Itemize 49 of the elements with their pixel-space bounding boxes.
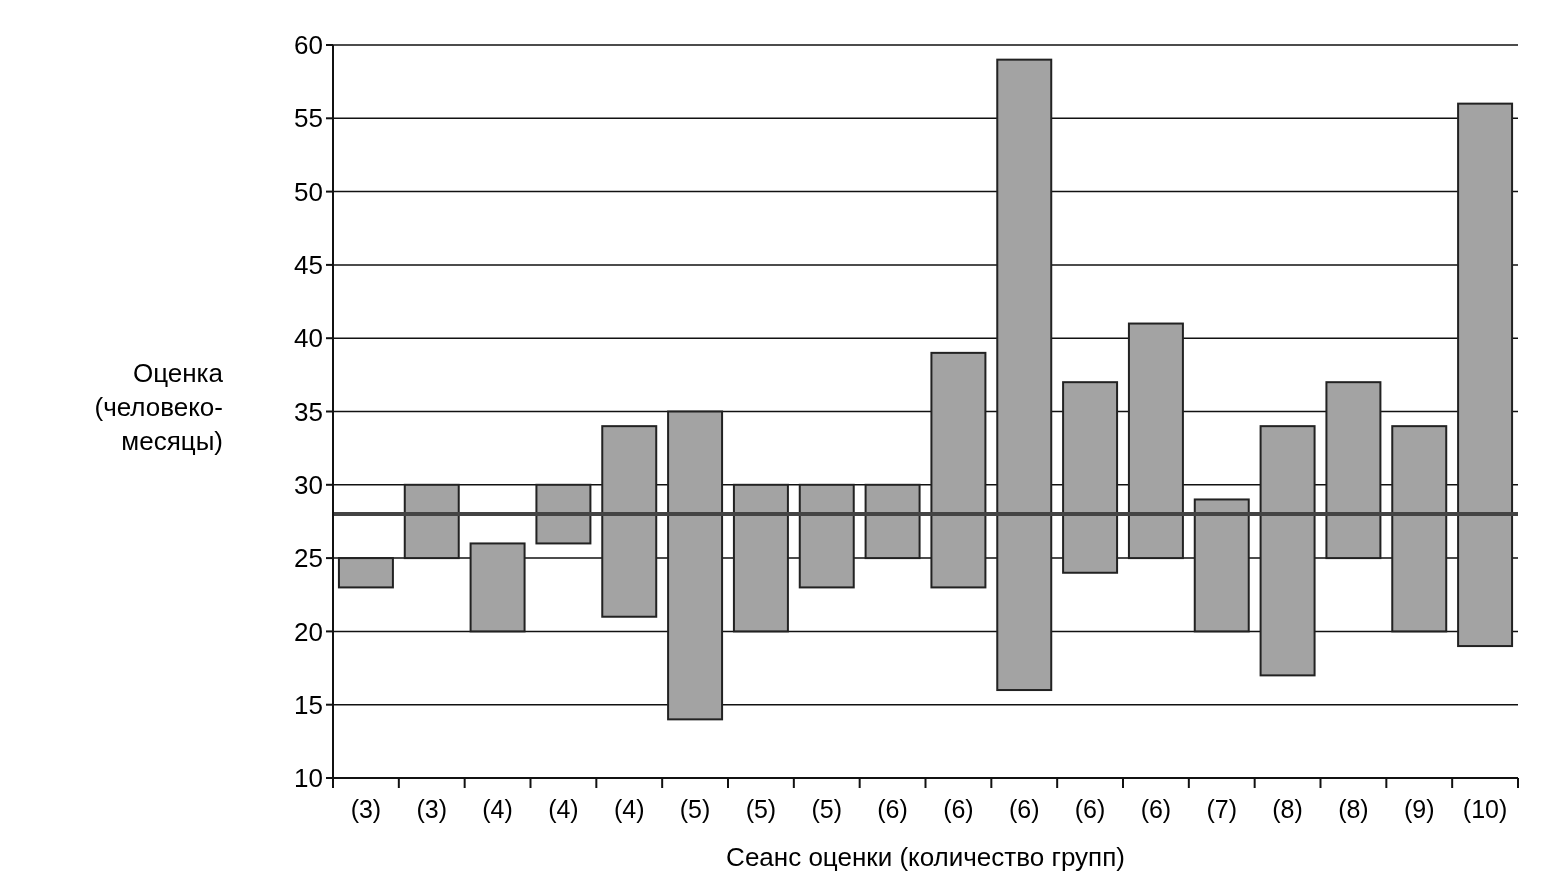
y-tick-label: 20 (294, 616, 323, 647)
x-tick-label: (8) (1272, 795, 1303, 823)
x-tick-label: (5) (679, 795, 711, 823)
bar (798, 483, 855, 589)
x-tick-label: (6) (1074, 795, 1106, 823)
x-tick-label: (6) (1140, 795, 1172, 823)
bar (337, 557, 394, 589)
x-tick-label: (4) (613, 795, 645, 823)
bar (864, 483, 921, 560)
bar (469, 542, 526, 633)
x-tick-label: (5) (745, 795, 777, 823)
y-tick-label: 60 (294, 30, 323, 61)
y-tick-label: 10 (294, 763, 323, 794)
bar (667, 410, 724, 721)
y-tick-label: 45 (294, 250, 323, 280)
y-tick-label: 35 (294, 396, 323, 427)
y-tick-label: 50 (294, 176, 323, 207)
bar (1062, 381, 1119, 574)
x-tick-label: (10) (1462, 795, 1508, 823)
bar (732, 483, 789, 633)
bar (930, 351, 987, 589)
y-tick-label: 40 (294, 323, 323, 354)
bar (1259, 425, 1316, 677)
x-tick-label: (6) (877, 795, 908, 823)
y-tick-label: 30 (294, 469, 323, 500)
x-tick-label: (7) (1206, 795, 1238, 823)
x-tick-label: (6) (1008, 795, 1040, 823)
x-tick-label: (5) (811, 795, 843, 823)
x-tick-label: (9) (1403, 795, 1435, 823)
bar (1457, 102, 1514, 648)
bar (1193, 498, 1250, 633)
y-axis-title: Оценка (человеко-месяцы) (94, 358, 224, 457)
y-tick-label: 55 (294, 103, 323, 134)
x-tick-label: (4) (548, 795, 579, 823)
x-axis-title: Сеанс оценки (количество групп) (726, 842, 1125, 872)
bar (535, 483, 592, 545)
y-tick-label: 15 (294, 689, 323, 720)
y-tick-label: 25 (294, 543, 323, 574)
x-tick-label: (8) (1338, 795, 1369, 823)
x-tick-label: (3) (350, 795, 382, 823)
x-tick-label: (4) (482, 795, 513, 823)
bar (403, 483, 460, 560)
bar (601, 425, 658, 618)
bar (1325, 381, 1382, 560)
bar (996, 58, 1053, 692)
x-tick-label: (6) (943, 795, 974, 823)
bar (1391, 425, 1448, 633)
bar (1127, 322, 1184, 560)
x-tick-label: (3) (416, 795, 448, 823)
